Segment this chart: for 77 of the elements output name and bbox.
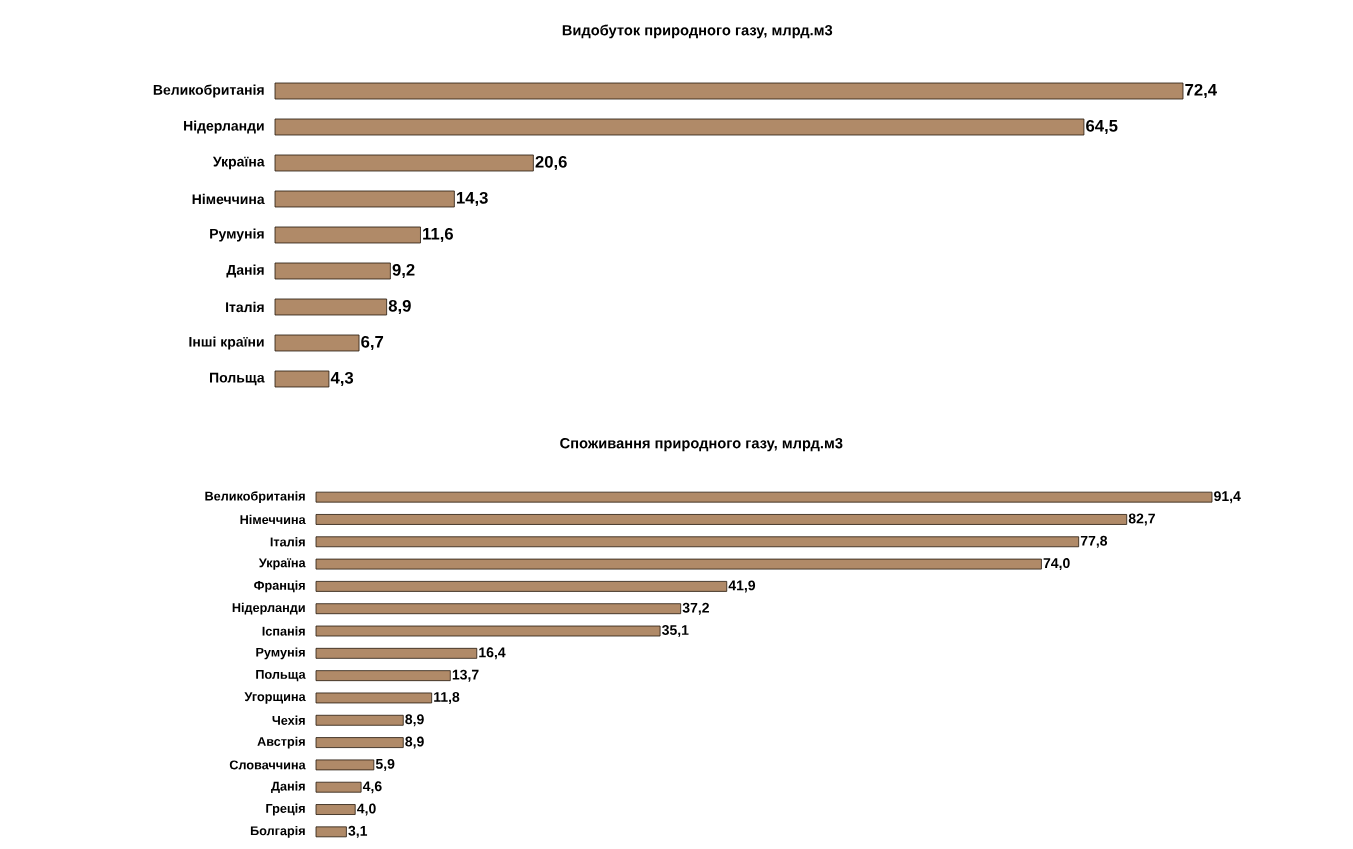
bar — [274, 118, 1085, 136]
data-label: 11,6 — [423, 227, 453, 243]
bar — [315, 714, 404, 726]
y-tick-label: Німеччина — [192, 193, 265, 205]
y-tick-label: Польща — [210, 372, 265, 386]
y-tick-label: Україна — [258, 558, 306, 570]
y-tick-label: Румунія — [256, 647, 305, 660]
y-tick-label: Україна — [212, 156, 265, 170]
data-label: 41,9 — [728, 580, 756, 593]
bar — [315, 581, 728, 592]
y-tick-label: Словаччина — [229, 760, 306, 770]
bar — [315, 759, 375, 771]
bar — [315, 603, 682, 615]
data-label: 35,1 — [662, 625, 689, 637]
bar — [274, 298, 388, 316]
bar — [315, 491, 1213, 503]
data-label: 4,3 — [330, 371, 354, 387]
bar — [315, 536, 1080, 548]
data-label: 4,6 — [362, 781, 382, 794]
y-tick-label: Данія — [271, 781, 305, 794]
data-label: 3,1 — [348, 825, 368, 838]
y-tick-label: Німеччина — [240, 514, 306, 525]
data-label: 82,7 — [1128, 513, 1155, 526]
y-tick-label: Румунія — [210, 228, 264, 242]
y-tick-label: Великобританія — [153, 84, 264, 98]
data-label: 16,4 — [479, 647, 506, 660]
data-label: 14,3 — [457, 191, 488, 207]
data-label: 5,9 — [375, 758, 395, 771]
y-tick-label: Інші країни — [189, 336, 264, 350]
y-tick-label: Великобританія — [205, 491, 305, 504]
data-label: 6,7 — [361, 335, 384, 351]
data-label: 4,0 — [357, 803, 376, 816]
bar — [274, 226, 421, 244]
bar — [274, 334, 360, 352]
bar — [315, 514, 1128, 525]
data-label: 8,9 — [405, 736, 424, 749]
bar — [315, 670, 451, 682]
data-label: 11,8 — [434, 692, 460, 704]
data-label: 8,9 — [405, 714, 424, 727]
bar — [315, 558, 1042, 570]
data-label: 72,4 — [1185, 83, 1217, 99]
bar — [274, 82, 1184, 100]
data-label: 9,2 — [392, 263, 415, 279]
data-label: 37,2 — [682, 602, 709, 615]
chart-title: Видобуток природного газу, млрд.м3 — [562, 24, 833, 39]
bar — [315, 781, 362, 793]
data-label: 64,5 — [1086, 119, 1118, 135]
y-tick-label: Франція — [254, 580, 305, 593]
bar — [315, 826, 347, 838]
y-tick-label: Іспанія — [262, 626, 305, 636]
y-tick-label: Нідерланди — [184, 120, 264, 134]
bar — [315, 804, 356, 815]
y-tick-label: Італія — [270, 537, 305, 547]
bar — [274, 154, 534, 172]
y-tick-label: Угорщина — [244, 692, 306, 704]
bar — [274, 190, 455, 208]
data-label: 8,9 — [388, 299, 411, 315]
y-tick-label: Польща — [256, 670, 306, 682]
bar — [315, 692, 433, 704]
data-label: 74,0 — [1043, 558, 1070, 571]
bar — [315, 647, 478, 659]
y-tick-label: Греція — [266, 803, 305, 816]
data-label: 13,7 — [452, 669, 479, 682]
bar — [315, 737, 404, 748]
data-label: 91,4 — [1214, 491, 1241, 504]
y-tick-label: Австрія — [257, 736, 305, 749]
data-label: 20,6 — [535, 155, 567, 171]
bar — [274, 262, 391, 280]
bar — [315, 625, 661, 637]
y-tick-label: Данія — [226, 264, 264, 278]
data-label: 77,8 — [1080, 535, 1108, 548]
y-tick-label: Болгарія — [250, 825, 305, 838]
chart-title: Споживання природного газу, млрд.м3 — [560, 438, 843, 452]
bar — [274, 370, 330, 388]
y-tick-label: Італія — [226, 301, 264, 313]
y-tick-label: Нідерланди — [232, 602, 305, 615]
y-tick-label: Чехія — [272, 715, 305, 725]
